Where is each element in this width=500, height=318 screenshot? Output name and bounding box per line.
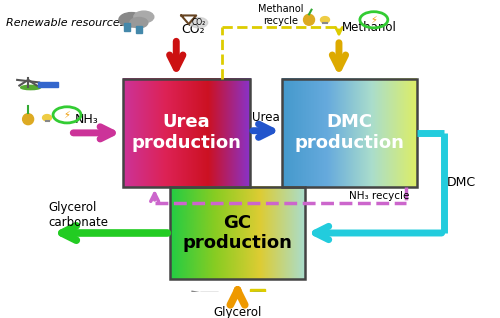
Text: CO₂: CO₂ [181, 23, 205, 36]
Bar [38, 82, 58, 87]
Ellipse shape [304, 14, 314, 25]
Circle shape [130, 17, 148, 28]
Text: Methanol: Methanol [342, 21, 396, 34]
Ellipse shape [22, 114, 34, 125]
Bar [200, 292, 218, 299]
Circle shape [134, 11, 154, 23]
Ellipse shape [320, 17, 330, 23]
Ellipse shape [20, 85, 40, 90]
Text: ⚡: ⚡ [64, 110, 70, 120]
Text: Glycerol
carbonate: Glycerol carbonate [48, 201, 108, 229]
Bar [124, 23, 130, 31]
Text: Urea: Urea [252, 110, 280, 123]
Bar [136, 25, 142, 33]
Text: Glycerol: Glycerol [214, 307, 262, 318]
Bar [170, 187, 305, 279]
Text: Methanol
recycle: Methanol recycle [258, 4, 303, 25]
Circle shape [190, 17, 208, 28]
Ellipse shape [209, 306, 216, 309]
Text: NH₃ recycle: NH₃ recycle [348, 191, 409, 201]
Circle shape [119, 13, 144, 27]
Text: GC
production: GC production [182, 214, 292, 252]
Bar [254, 292, 262, 299]
Bar [123, 79, 250, 187]
Text: NH₃: NH₃ [74, 113, 98, 126]
Text: ⚡: ⚡ [370, 15, 378, 25]
Text: Urea
production: Urea production [132, 114, 242, 152]
Ellipse shape [200, 305, 208, 308]
Bar [282, 79, 417, 187]
Text: CO₂: CO₂ [192, 18, 206, 27]
Text: DMC: DMC [447, 176, 476, 190]
Text: Renewable resources: Renewable resources [6, 18, 125, 28]
Bar [250, 289, 265, 302]
Ellipse shape [42, 114, 51, 121]
Text: DMC
production: DMC production [295, 114, 405, 152]
